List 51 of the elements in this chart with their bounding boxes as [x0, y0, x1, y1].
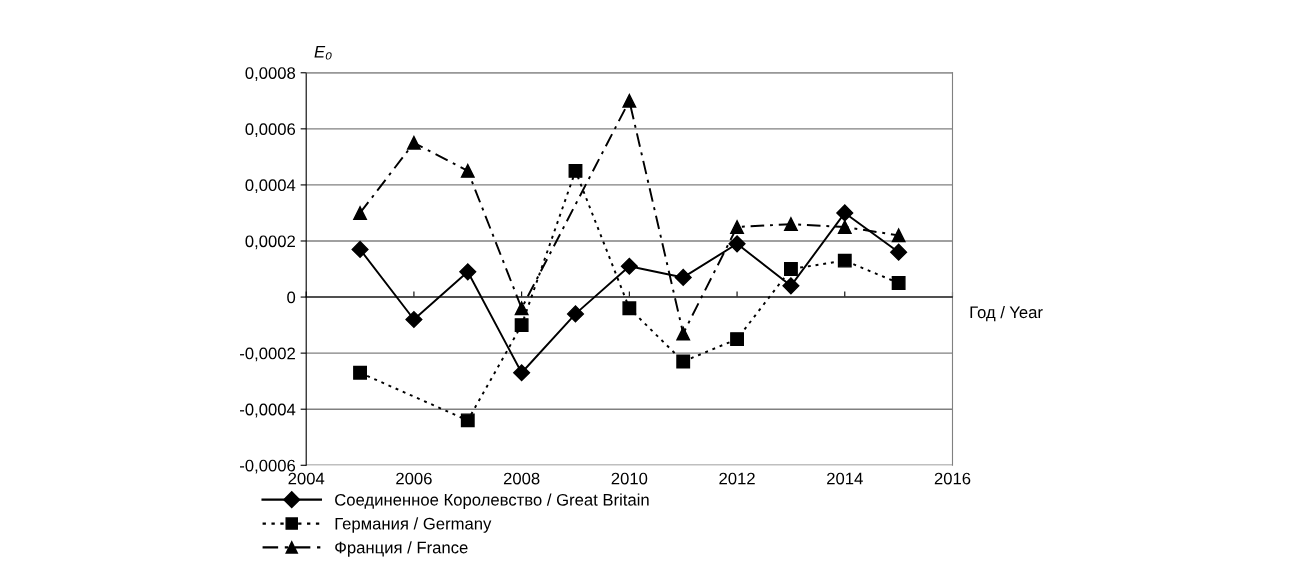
- point: [568, 163, 583, 178]
- point: [405, 310, 423, 329]
- legend-label: Соединенное Королевство / Great Britain: [335, 493, 649, 509]
- x-tick-label: 2004: [288, 472, 325, 485]
- point: [837, 220, 852, 234]
- point: [891, 276, 906, 290]
- point: [514, 301, 529, 316]
- point: [351, 240, 369, 258]
- x-tick-label: 2016: [934, 472, 971, 485]
- y-tick-label: -0,0002: [240, 347, 295, 362]
- point: [406, 135, 421, 150]
- point: [836, 204, 854, 222]
- y-tick-label: -0,0004: [240, 403, 296, 418]
- point: [730, 220, 745, 234]
- point: [459, 263, 477, 281]
- point: [622, 93, 637, 108]
- point: [676, 326, 691, 341]
- point: [676, 354, 691, 369]
- point: [460, 163, 475, 178]
- point: [566, 305, 585, 323]
- point: [514, 318, 529, 333]
- point: [890, 243, 908, 261]
- y-tick-label: 0,0008: [245, 67, 296, 81]
- y-tick-label: 0: [287, 291, 296, 304]
- point: [891, 228, 906, 243]
- y-axis-title: E₀: [314, 46, 332, 60]
- point: [513, 364, 531, 382]
- y-tick-label: 0,0006: [245, 123, 296, 138]
- y-tick-label: 0,0004: [245, 179, 296, 194]
- point: [353, 365, 368, 380]
- y-tick-label: 0,0002: [245, 235, 295, 250]
- x-tick-label: 2006: [396, 472, 432, 485]
- x-tick-label: 2008: [503, 472, 540, 485]
- x-axis-title: Год / Year: [970, 305, 1043, 322]
- point: [460, 413, 475, 428]
- point: [622, 301, 637, 316]
- y-tick-label: -0,0006: [240, 459, 296, 474]
- point: [730, 332, 745, 347]
- point: [783, 217, 798, 232]
- point: [674, 268, 692, 286]
- point: [353, 206, 368, 220]
- point: [728, 235, 746, 253]
- point: [837, 253, 852, 268]
- point: [620, 257, 638, 275]
- point: [782, 277, 800, 295]
- x-tick-label: 2010: [611, 472, 648, 485]
- legend-label: Германия / Germany: [335, 517, 492, 533]
- point: [783, 262, 798, 276]
- legend-label: Франция / France: [335, 541, 468, 557]
- x-tick-label: 2014: [827, 472, 863, 485]
- x-tick-label: 2012: [719, 472, 755, 485]
